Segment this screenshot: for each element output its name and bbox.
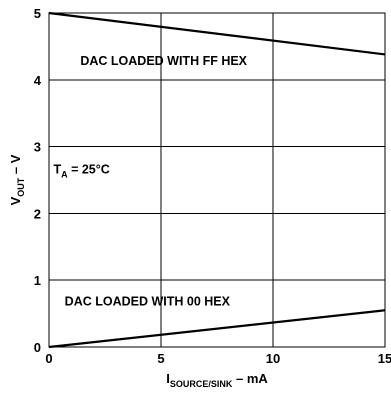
grid-layer [49, 13, 385, 347]
x-tick-label: 10 [266, 351, 280, 366]
y-axis-label: VOUT – V [8, 154, 26, 205]
y-tick-label: 1 [34, 273, 41, 288]
y-tick-label: 3 [34, 140, 41, 155]
annotation-ff: DAC LOADED WITH FF HEX [80, 54, 247, 68]
series-line [48, 11, 386, 56]
series-layer [48, 11, 386, 349]
x-tick-label: 0 [45, 351, 52, 366]
x-tick-label: 5 [157, 351, 164, 366]
tick-labels: 0 5 10 15 0 1 2 3 4 5 [34, 6, 391, 366]
series-line [48, 309, 386, 349]
annotations: DAC LOADED WITH FF HEX DAC LOADED WITH 00… [53, 54, 247, 308]
y-tick-label: 0 [34, 340, 41, 355]
plot-frame [48, 12, 386, 348]
y-tick-label: 2 [34, 206, 41, 221]
x-axis-label: ISOURCE/SINK – mA [166, 371, 268, 389]
annotation-00: DAC LOADED WITH 00 HEX [65, 295, 231, 309]
y-tick-label: 4 [34, 73, 42, 88]
y-tick-label: 5 [34, 6, 41, 21]
x-tick-label: 15 [378, 351, 391, 366]
annotation-ta: TA = 25°C [53, 162, 109, 179]
